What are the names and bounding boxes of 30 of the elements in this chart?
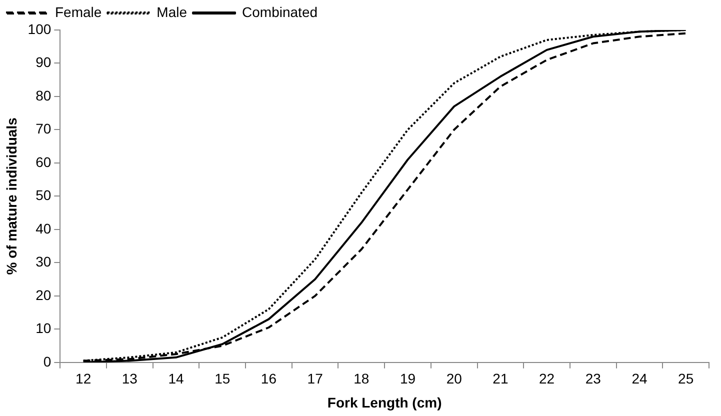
x-tick-label: 21 (492, 370, 508, 387)
x-tick-label: 20 (446, 370, 462, 387)
x-axis-title: Fork Length (cm) (327, 394, 442, 410)
x-tick-label: 22 (539, 370, 555, 387)
x-tick-label: 15 (214, 370, 230, 387)
x-tick-label: 19 (400, 370, 416, 387)
y-tick-label: 20 (36, 286, 52, 303)
x-tick-label: 13 (122, 370, 138, 387)
x-tick-label: 25 (678, 370, 694, 387)
x-tick-label: 12 (76, 370, 92, 387)
x-tick-label: 18 (354, 370, 370, 387)
y-tick-label: 70 (36, 120, 52, 137)
legend-label: Male (156, 4, 188, 20)
legend-label: Combinated (242, 4, 318, 20)
y-tick-label: 100 (28, 20, 52, 37)
x-tick-label: 24 (632, 370, 648, 387)
y-tick-label: 60 (36, 154, 52, 170)
x-tick-label: 14 (168, 370, 184, 387)
y-tick-label: 90 (36, 54, 52, 70)
y-axis-title: % of mature individuals (3, 117, 20, 275)
x-tick-label: 16 (260, 370, 277, 387)
x-tick-label: 23 (585, 370, 602, 387)
y-tick-label: 30 (36, 254, 52, 270)
y-tick-label: 10 (36, 320, 52, 336)
y-tick-label: 0 (43, 353, 52, 370)
y-tick-label: 40 (36, 220, 52, 236)
x-tick-label: 17 (307, 370, 324, 387)
legend-label: Female (55, 4, 102, 20)
y-tick-label: 50 (36, 187, 52, 204)
y-tick-label: 80 (36, 87, 52, 104)
